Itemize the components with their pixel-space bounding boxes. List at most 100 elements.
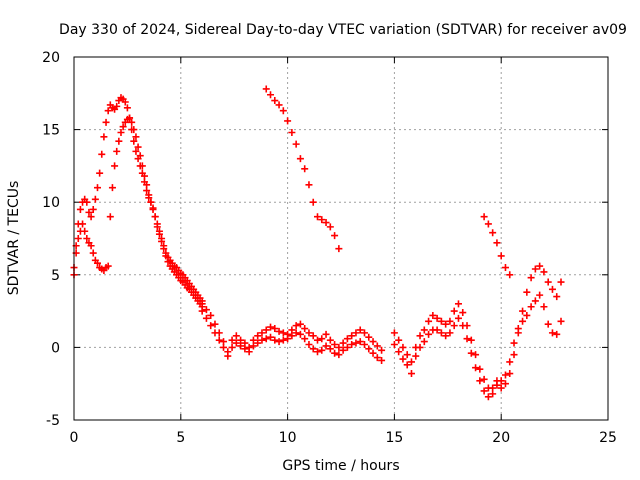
data-point <box>459 322 467 330</box>
data-point <box>284 117 292 125</box>
data-point <box>557 278 565 286</box>
data-point <box>416 343 424 351</box>
data-point <box>292 322 300 330</box>
data-point <box>100 133 108 141</box>
data-point <box>497 384 505 392</box>
data-point <box>395 348 403 356</box>
data-point <box>258 336 266 344</box>
data-point <box>292 329 300 337</box>
data-point <box>314 336 322 344</box>
data-point <box>83 235 91 242</box>
data-point <box>106 213 114 221</box>
data-point <box>553 293 561 301</box>
grid <box>74 57 608 420</box>
data-point <box>271 336 279 344</box>
data-point <box>87 213 95 221</box>
data-point <box>211 320 219 328</box>
data-point <box>425 330 433 338</box>
data-point <box>85 208 93 216</box>
data-point <box>348 340 356 348</box>
data-point <box>501 371 509 379</box>
data-point <box>527 274 535 282</box>
data-point <box>132 147 140 155</box>
data-point <box>76 205 84 213</box>
data-point <box>113 147 121 155</box>
data-point <box>74 235 82 242</box>
data-point <box>360 329 368 337</box>
data-point <box>296 155 304 163</box>
data-point <box>407 370 415 378</box>
data-point <box>493 239 501 247</box>
data-point <box>132 133 140 141</box>
y-tick-label: 10 <box>42 195 60 211</box>
data-point <box>403 351 411 359</box>
data-point <box>153 220 161 228</box>
data-point <box>523 288 531 296</box>
data-point <box>275 338 283 346</box>
data-point <box>335 343 343 351</box>
data-point <box>335 245 343 253</box>
data-point <box>288 332 296 340</box>
series-trace-b <box>198 307 386 356</box>
x-tick-label: 20 <box>492 430 510 446</box>
data-point <box>275 327 283 335</box>
data-point <box>403 361 411 369</box>
data-point <box>369 349 377 357</box>
data-point <box>140 172 148 180</box>
x-tick-label: 10 <box>279 430 297 446</box>
data-point <box>454 314 462 322</box>
data-point <box>301 325 309 333</box>
data-point <box>305 340 313 348</box>
data-point <box>232 339 240 347</box>
data-point <box>237 342 245 350</box>
data-point <box>314 213 322 221</box>
data-point <box>81 227 89 235</box>
data-point <box>301 335 309 343</box>
data-point <box>506 370 514 378</box>
data-point <box>373 342 381 350</box>
data-point <box>258 329 266 337</box>
data-point <box>245 348 253 356</box>
data-point <box>220 338 228 346</box>
data-point <box>420 326 428 334</box>
data-point <box>510 351 518 359</box>
data-point <box>429 311 437 319</box>
data-point <box>446 317 454 325</box>
data-point <box>501 380 509 388</box>
data-point <box>136 152 144 160</box>
data-point <box>506 271 514 279</box>
data-point <box>373 354 381 362</box>
data-point <box>279 336 287 344</box>
y-tick-label: 20 <box>42 50 60 66</box>
data-point <box>356 326 364 334</box>
data-point <box>119 123 127 131</box>
data-point <box>292 140 300 148</box>
data-point <box>322 330 330 338</box>
data-point <box>318 216 326 224</box>
data-point <box>115 137 123 145</box>
data-point <box>536 291 544 299</box>
data-point <box>249 342 257 350</box>
data-point <box>395 336 403 344</box>
data-point <box>544 278 552 286</box>
data-point <box>130 137 138 145</box>
data-point <box>207 311 215 319</box>
x-tick-label: 5 <box>176 430 185 446</box>
data-point <box>262 326 270 334</box>
data-point <box>262 85 270 93</box>
data-point <box>309 198 317 206</box>
data-point <box>510 339 518 347</box>
data-point <box>472 351 480 359</box>
data-point <box>149 205 157 213</box>
data-point <box>91 195 99 203</box>
data-point <box>198 307 206 315</box>
data-point <box>309 345 317 353</box>
data-point <box>160 242 168 250</box>
data-point <box>326 336 334 344</box>
data-point <box>390 340 398 348</box>
data-point <box>352 329 360 337</box>
y-tick-label: -5 <box>46 413 60 429</box>
data-point <box>126 114 134 122</box>
data-point <box>267 91 275 99</box>
data-point <box>104 262 112 270</box>
